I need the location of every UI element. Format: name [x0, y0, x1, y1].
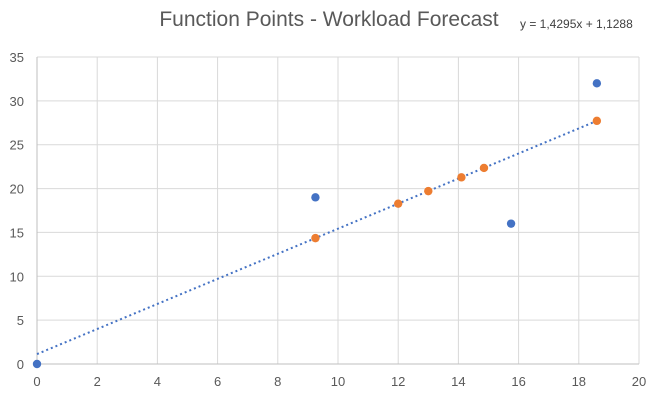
y-tick-label: 35: [10, 50, 24, 65]
data-point: [394, 199, 403, 208]
x-tick-label: 2: [94, 374, 101, 389]
y-tick-label: 10: [10, 269, 24, 284]
data-point: [424, 186, 433, 196]
x-tick-label: 8: [274, 374, 281, 389]
x-tick-label: 20: [632, 374, 646, 389]
grid-lines: [37, 56, 640, 364]
y-tick-label: 0: [17, 357, 24, 372]
trendline: [36, 119, 598, 356]
y-tick-label: 30: [10, 94, 24, 109]
tick-labels: 0 2 4 6 8 10 12 14 16 18 20 0 5 10 15 20 25 30 35: [10, 50, 647, 389]
y-tick-label: 25: [10, 138, 24, 153]
x-tick-label: 10: [331, 374, 345, 389]
x-tick-label: 16: [511, 374, 525, 389]
data-points: [32, 79, 602, 369]
axes: [36, 57, 639, 365]
data-point: [32, 359, 42, 369]
data-point: [311, 233, 320, 243]
y-tick-label: 15: [10, 225, 24, 240]
data-point: [311, 193, 320, 202]
data-point: [479, 163, 489, 173]
y-tick-label: 20: [10, 182, 24, 197]
x-tick-label: 18: [572, 374, 586, 389]
x-tick-label: 14: [451, 374, 465, 389]
data-point: [592, 79, 602, 88]
data-point: [506, 219, 516, 228]
x-tick-label: 4: [154, 374, 161, 389]
x-tick-label: 0: [33, 374, 40, 389]
x-tick-label: 12: [391, 374, 405, 389]
trendline-equation: y = 1,4295x + 1,1288: [520, 17, 633, 31]
data-point: [457, 173, 466, 182]
x-tick-label: 6: [214, 374, 221, 389]
y-tick-label: 5: [17, 313, 24, 328]
data-point: [592, 116, 602, 126]
trendline-layer: [36, 119, 598, 356]
